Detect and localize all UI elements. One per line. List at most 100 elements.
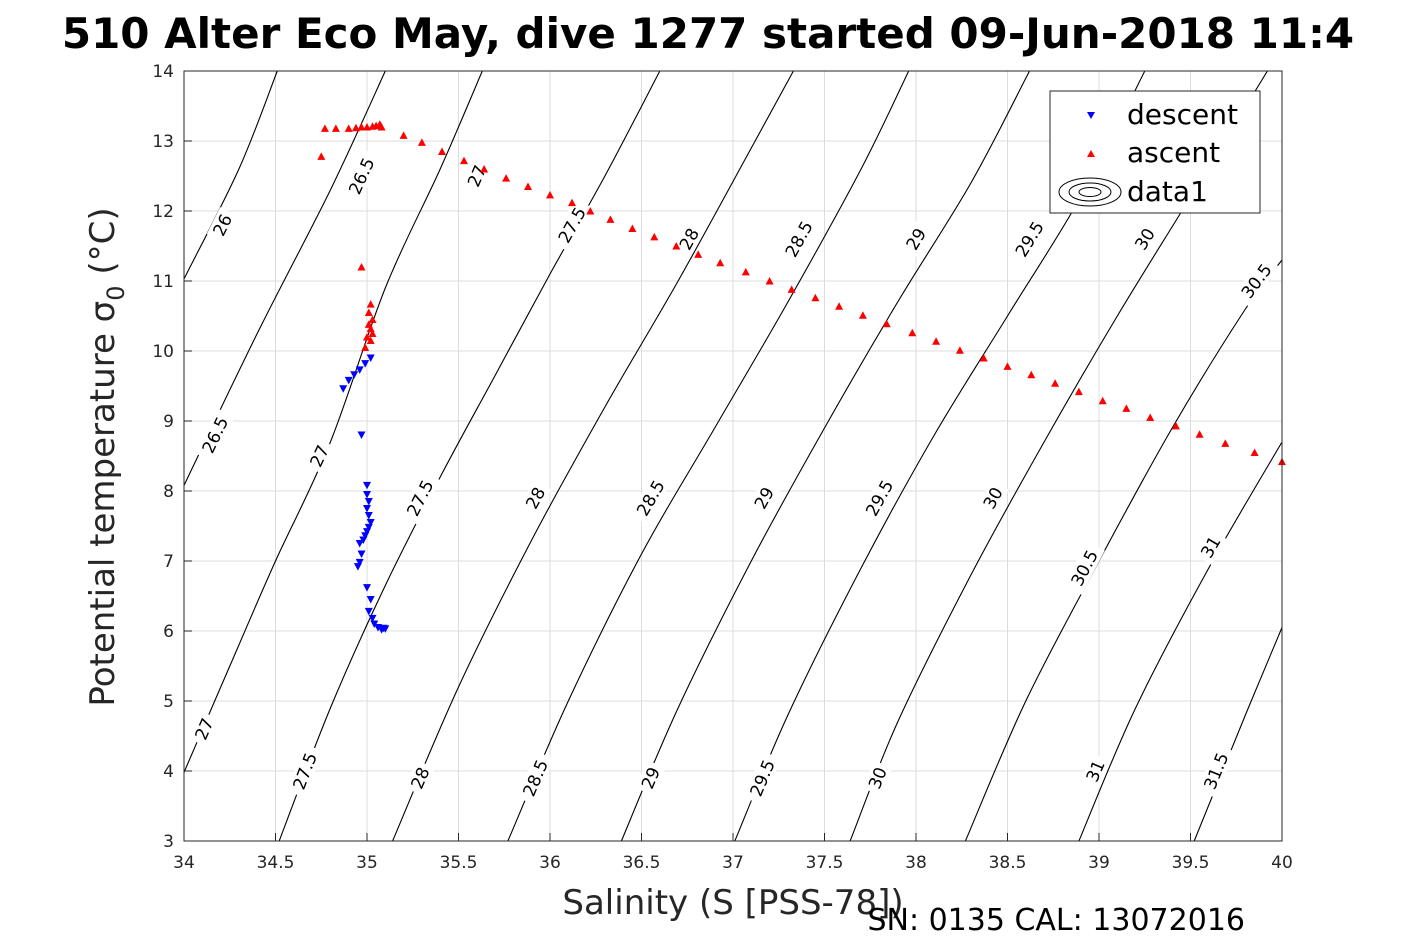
y-axis-label-tail: (°C) bbox=[83, 207, 123, 285]
ascent-point bbox=[352, 123, 360, 132]
contour-label-mask bbox=[1080, 753, 1111, 789]
descent-point bbox=[361, 360, 370, 368]
x-tick-label: 36.5 bbox=[623, 853, 661, 873]
y-axis-label-sigma: σ bbox=[83, 301, 123, 323]
contour-line bbox=[507, 70, 910, 842]
contour-label-mask bbox=[635, 760, 666, 796]
ascent-point bbox=[331, 124, 340, 132]
contour-line bbox=[620, 70, 1030, 842]
ascent-point bbox=[1074, 387, 1083, 396]
x-tick-label: 34.5 bbox=[257, 853, 295, 873]
contour-label-mask bbox=[629, 471, 672, 525]
ascent-point bbox=[460, 156, 468, 165]
ascent-point bbox=[716, 258, 725, 267]
ascent-point bbox=[672, 242, 681, 250]
y-tick-label: 8 bbox=[163, 482, 174, 502]
descent-point bbox=[344, 376, 353, 385]
contour-label-mask bbox=[341, 149, 382, 203]
descent-point bbox=[374, 624, 382, 632]
contour-label-mask bbox=[516, 751, 555, 805]
x-tick-label: 37.5 bbox=[806, 853, 844, 873]
x-tick-label: 39.5 bbox=[1172, 853, 1210, 873]
x-tick-label: 34 bbox=[173, 853, 195, 873]
descent-point bbox=[366, 596, 375, 604]
y-tick-label: 7 bbox=[163, 552, 174, 572]
descent-point bbox=[361, 532, 370, 540]
ascent-point bbox=[363, 333, 371, 341]
ascent-point bbox=[979, 354, 988, 362]
descent-point bbox=[363, 481, 371, 490]
ascent-point bbox=[882, 319, 891, 328]
descent-point bbox=[379, 624, 388, 633]
legend-contour-icon bbox=[1058, 177, 1122, 207]
ascent-point bbox=[908, 328, 917, 337]
y-tick-label: 14 bbox=[152, 62, 174, 82]
y-tick-label: 11 bbox=[152, 272, 174, 292]
ascent-point bbox=[357, 263, 366, 271]
ascent-point bbox=[650, 232, 659, 241]
contour-label-mask bbox=[519, 480, 552, 516]
ascent-point bbox=[438, 147, 446, 155]
legend-ascent-marker bbox=[1087, 150, 1095, 157]
ascent-point bbox=[1003, 362, 1012, 370]
contour-line bbox=[392, 70, 794, 842]
x-tick-label: 35 bbox=[356, 853, 378, 873]
ascent-point bbox=[480, 165, 489, 173]
ascent-point bbox=[546, 190, 554, 199]
contour-label-mask bbox=[399, 471, 441, 525]
x-tick-label: 37 bbox=[722, 853, 744, 873]
ascent-point bbox=[1171, 421, 1180, 430]
x-tick-label: 39 bbox=[1088, 853, 1110, 873]
y-tick-label: 10 bbox=[152, 342, 174, 362]
contour-label-mask bbox=[195, 408, 235, 462]
ascent-point bbox=[364, 320, 373, 328]
legend-ascent-label: ascent bbox=[1127, 136, 1220, 169]
y-tick-label: 3 bbox=[163, 832, 174, 852]
contour-label-mask bbox=[404, 760, 436, 796]
y-tick-label: 5 bbox=[163, 692, 174, 712]
y-tick-label: 6 bbox=[163, 622, 174, 642]
contour-label-mask bbox=[858, 471, 901, 525]
descent-point bbox=[357, 550, 366, 558]
y-tick-label: 4 bbox=[163, 762, 174, 782]
contour-label-mask bbox=[673, 221, 706, 257]
descent-series bbox=[339, 354, 390, 634]
ascent-point bbox=[586, 207, 595, 215]
x-tick-label: 38 bbox=[905, 853, 927, 873]
legend-descent-marker bbox=[1087, 112, 1095, 119]
contour-label-mask bbox=[188, 711, 220, 747]
legend-data1-label: data1 bbox=[1127, 175, 1208, 208]
descent-point bbox=[363, 584, 371, 592]
contour-label-mask bbox=[551, 198, 593, 252]
ascent-point bbox=[1098, 396, 1107, 405]
contour-line bbox=[183, 70, 483, 773]
y-axis-label-main: Potential temperature bbox=[83, 322, 123, 706]
descent-point bbox=[355, 540, 364, 548]
descent-point bbox=[357, 431, 366, 439]
descent-point bbox=[364, 512, 373, 520]
ascent-point bbox=[606, 215, 615, 223]
ascent-series bbox=[317, 120, 1286, 466]
ascent-point bbox=[568, 198, 576, 207]
descent-point bbox=[366, 519, 375, 527]
descent-point bbox=[368, 614, 377, 623]
ascent-point bbox=[502, 174, 511, 182]
y-axis-label-subscript: 0 bbox=[102, 285, 130, 300]
descent-point bbox=[355, 366, 364, 374]
ascent-point bbox=[694, 250, 703, 258]
contour-label-mask bbox=[748, 480, 781, 516]
ascent-point bbox=[417, 138, 426, 146]
ascent-point bbox=[1146, 413, 1155, 421]
ascent-point bbox=[361, 343, 370, 351]
ascent-point bbox=[366, 336, 375, 344]
legend-box bbox=[1049, 90, 1261, 214]
legend: descent ascent data1 bbox=[1049, 90, 1261, 214]
ascent-point bbox=[835, 302, 844, 310]
x-axis-label: Salinity (S [PSS-78]) bbox=[562, 883, 903, 923]
y-tick-label: 12 bbox=[152, 202, 174, 222]
contour-label-mask bbox=[976, 480, 1009, 516]
ascent-point bbox=[364, 308, 373, 316]
contour-line bbox=[1078, 441, 1283, 842]
x-tick-label: 38.5 bbox=[989, 853, 1027, 873]
